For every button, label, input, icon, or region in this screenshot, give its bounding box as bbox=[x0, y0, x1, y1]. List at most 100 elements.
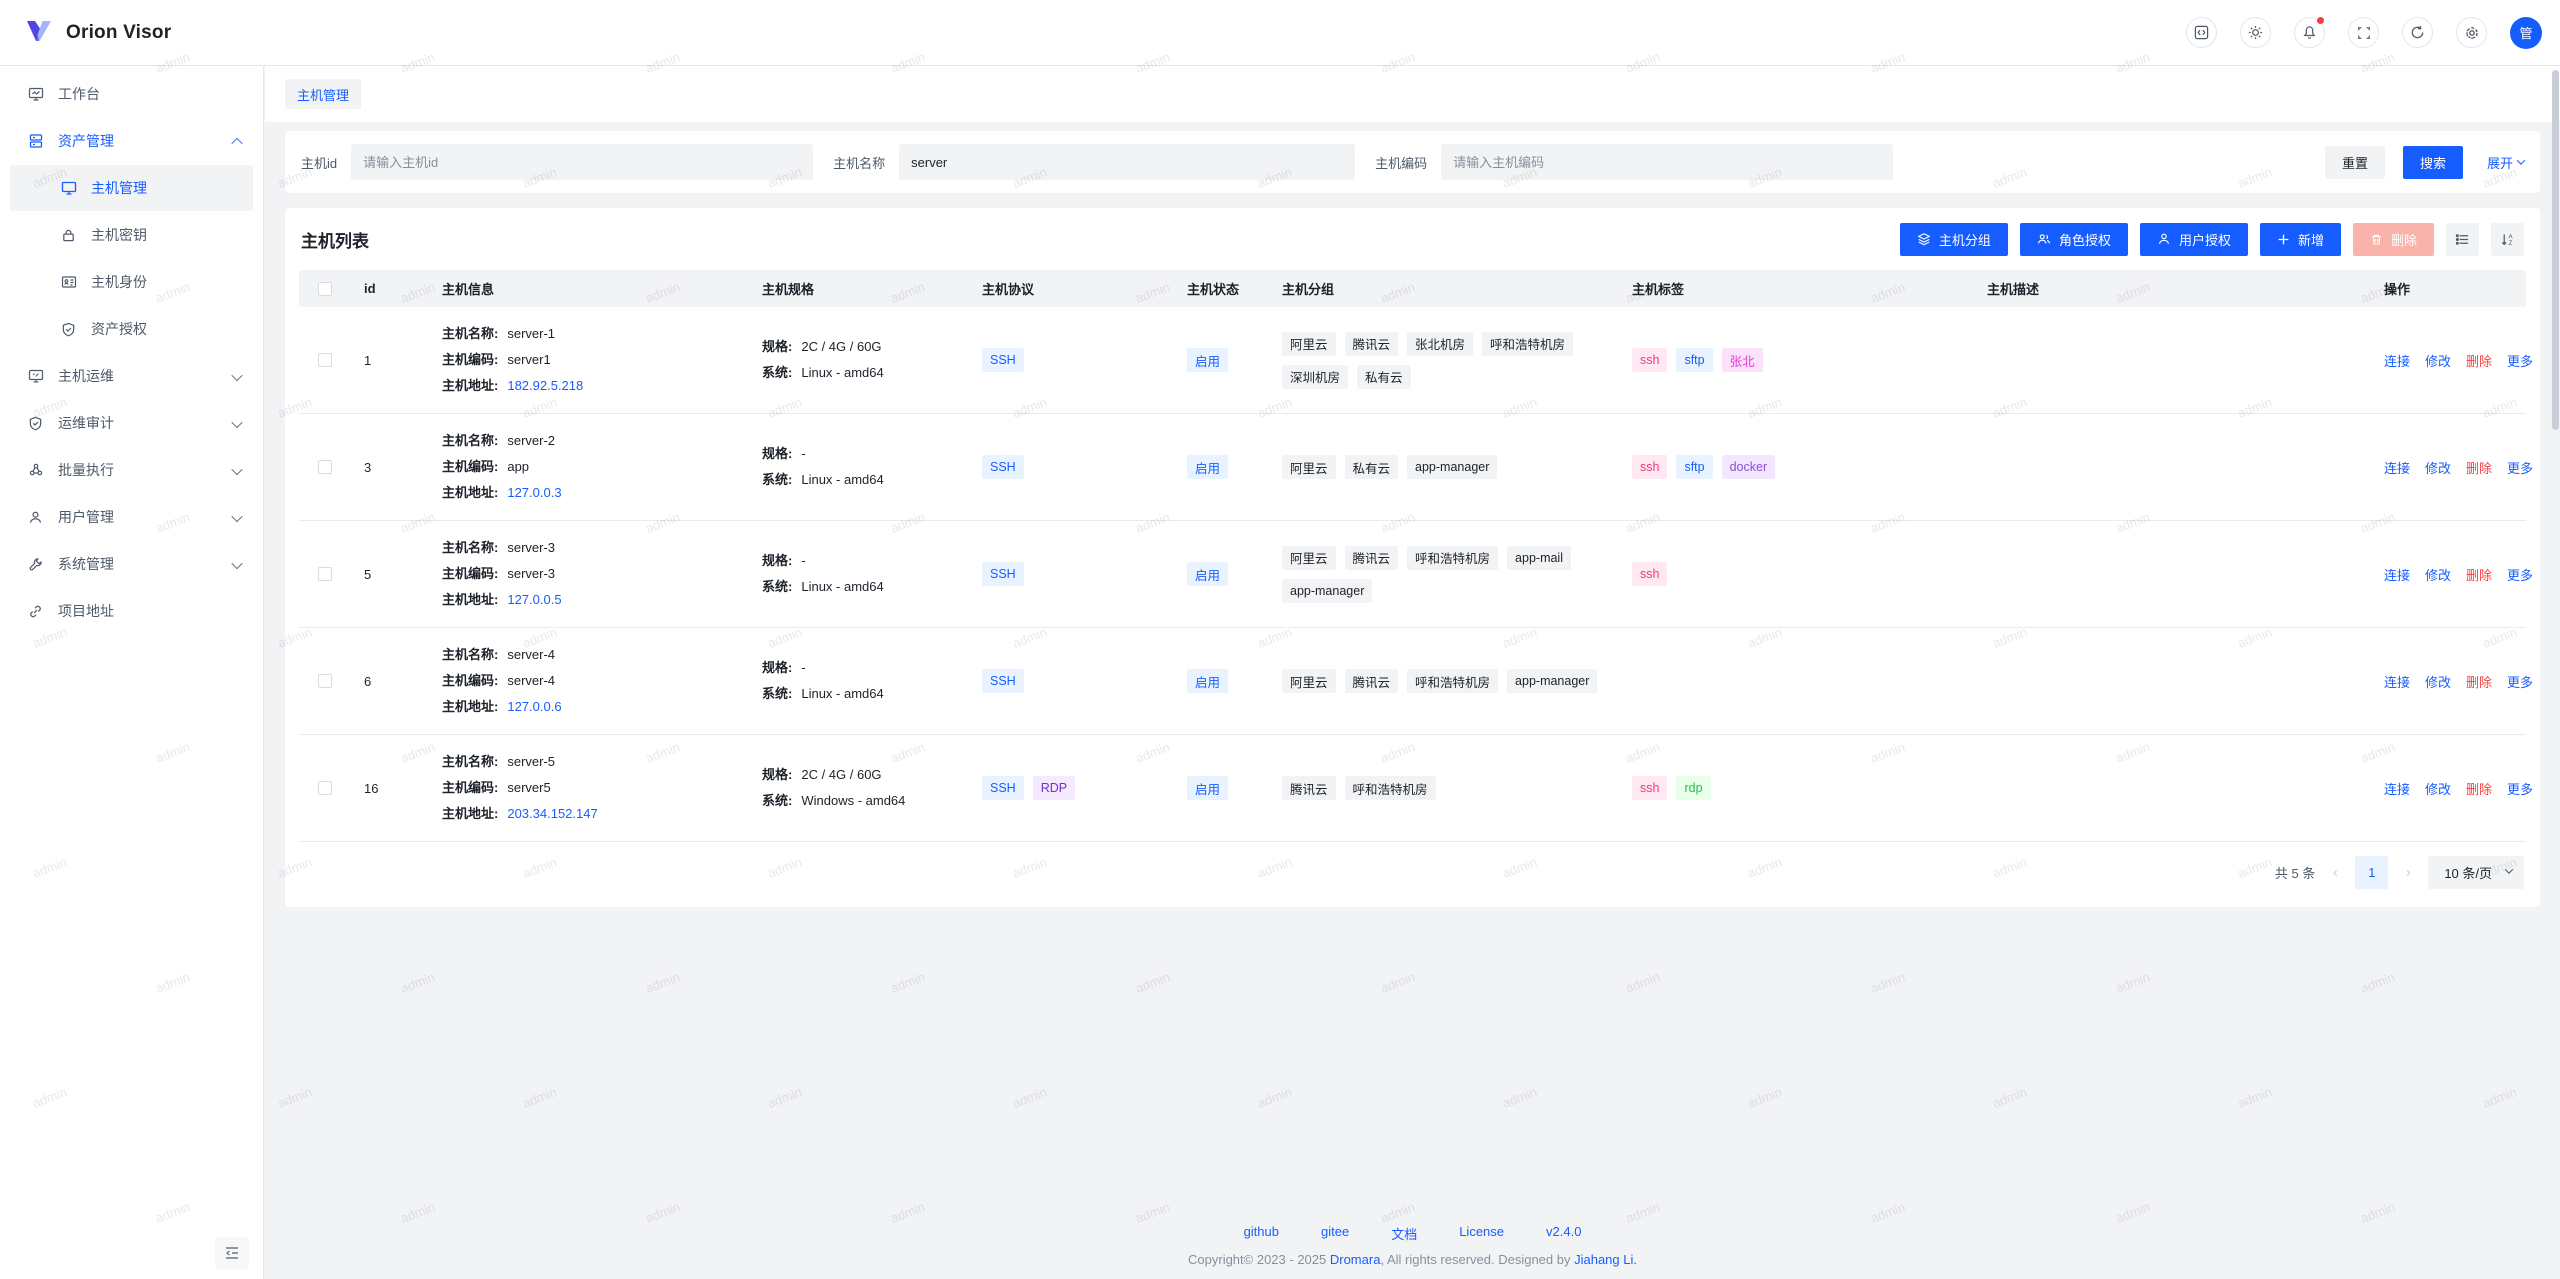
tag: 腾讯云 bbox=[1344, 545, 1399, 570]
action-link[interactable]: 连接 bbox=[2384, 674, 2411, 690]
sidebar-item-host-keys[interactable]: 主机密钥 bbox=[10, 212, 253, 258]
theme-icon[interactable] bbox=[2240, 17, 2271, 48]
avatar[interactable]: 管 bbox=[2510, 16, 2542, 49]
docs-link[interactable]: 文档 bbox=[1391, 1227, 1418, 1242]
sidebar-item-assets[interactable]: 资产管理 bbox=[10, 118, 253, 164]
search-button[interactable]: 搜索 bbox=[2402, 145, 2463, 179]
sidebar-item-host-identity[interactable]: 主机身份 bbox=[10, 259, 253, 305]
row-checkbox[interactable] bbox=[299, 674, 354, 688]
action-link[interactable]: 修改 bbox=[2425, 674, 2452, 690]
column-settings-icon[interactable] bbox=[2446, 222, 2479, 256]
reset-button[interactable]: 重置 bbox=[2324, 145, 2385, 179]
sidebar-item-host-ops[interactable]: 主机运维 bbox=[10, 353, 253, 399]
user-grant-button[interactable]: 用户授权 bbox=[2139, 222, 2248, 256]
shield-check-icon bbox=[60, 322, 77, 337]
table-toolbar: 主机分组 角色授权 用户授权 bbox=[1899, 222, 2524, 256]
sidebar-item-host-manage[interactable]: 主机管理 bbox=[10, 165, 253, 211]
action-link[interactable]: 连接 bbox=[2384, 567, 2411, 583]
action-link[interactable]: 连接 bbox=[2384, 353, 2411, 369]
tag: 私有云 bbox=[1344, 455, 1399, 479]
author-link[interactable]: Jiahang Li. bbox=[1574, 1252, 1637, 1267]
github-link[interactable]: github bbox=[1243, 1224, 1279, 1239]
action-link[interactable]: 更多 bbox=[2507, 353, 2534, 369]
tag: SSH bbox=[982, 669, 1024, 693]
sidebar-item-system-manage[interactable]: 系统管理 bbox=[10, 541, 253, 587]
settings-icon[interactable] bbox=[2456, 17, 2487, 48]
host-info-cell: 主机名称: server-2 主机编码: app 主机地址: 127.0.0.3 bbox=[434, 428, 754, 506]
role-grant-button[interactable]: 角色授权 bbox=[2019, 222, 2128, 256]
host-address-link[interactable]: 127.0.0.6 bbox=[507, 699, 562, 714]
action-delete[interactable]: 删除 bbox=[2466, 460, 2493, 476]
action-delete[interactable]: 删除 bbox=[2466, 353, 2493, 369]
sidebar-item-user-manage[interactable]: 用户管理 bbox=[10, 494, 253, 540]
sidebar-item-workbench[interactable]: 工作台 bbox=[10, 71, 253, 117]
action-link[interactable]: 更多 bbox=[2507, 460, 2534, 476]
sidebar-item-ops-audit[interactable]: 运维审计 bbox=[10, 400, 253, 446]
action-link[interactable]: 修改 bbox=[2425, 460, 2452, 476]
link-icon bbox=[27, 604, 44, 619]
page-size-select[interactable]: 10 条/页 bbox=[2428, 856, 2524, 889]
add-host-button[interactable]: 新增 bbox=[2259, 222, 2341, 256]
action-delete[interactable]: 删除 bbox=[2466, 674, 2493, 690]
page-number[interactable]: 1 bbox=[2355, 856, 2389, 889]
action-link[interactable]: 连接 bbox=[2384, 781, 2411, 797]
refresh-icon[interactable] bbox=[2402, 17, 2433, 48]
action-link[interactable]: 更多 bbox=[2507, 781, 2534, 797]
collapse-sidebar-icon[interactable] bbox=[215, 1237, 249, 1269]
prev-page-icon[interactable]: ‹ bbox=[2332, 864, 2338, 881]
action-link[interactable]: 连接 bbox=[2384, 460, 2411, 476]
tag: ssh bbox=[1632, 455, 1668, 479]
expand-link[interactable]: 展开 bbox=[2487, 153, 2526, 172]
notifications-icon[interactable] bbox=[2294, 16, 2325, 48]
host-groups-cell: 阿里云 腾讯云 呼和浩特机房 app-manager bbox=[1274, 669, 1624, 693]
search-field-host-name: 主机名称 bbox=[833, 144, 1356, 180]
action-link[interactable]: 更多 bbox=[2507, 674, 2534, 690]
action-link[interactable]: 更多 bbox=[2507, 567, 2534, 583]
user-icon bbox=[2159, 233, 2169, 244]
version-link[interactable]: v2.4.0 bbox=[1546, 1224, 1582, 1239]
action-link[interactable]: 修改 bbox=[2425, 353, 2452, 369]
host-id-input[interactable] bbox=[351, 144, 814, 180]
host-monitor-icon bbox=[60, 180, 77, 196]
host-tags-cell: ssh rdp bbox=[1624, 776, 1979, 800]
tag: 腾讯云 bbox=[1282, 776, 1336, 800]
gitee-link[interactable]: gitee bbox=[1320, 1224, 1350, 1239]
host-groups-cell: 阿里云 私有云 app-manager bbox=[1274, 455, 1624, 479]
dromara-link[interactable]: Dromara bbox=[1329, 1252, 1381, 1267]
id-card-icon bbox=[60, 274, 77, 290]
sort-icon[interactable]: A Z bbox=[2491, 222, 2524, 256]
host-address-link[interactable]: 182.92.5.218 bbox=[507, 378, 584, 393]
sidebar-item-asset-grant[interactable]: 资产授权 bbox=[10, 306, 253, 352]
host-address-link[interactable]: 203.34.152.147 bbox=[507, 806, 598, 821]
tab-host-manage[interactable]: 主机管理 bbox=[285, 79, 362, 109]
sidebar-item-batch-exec[interactable]: 批量执行 bbox=[10, 447, 253, 493]
row-checkbox[interactable] bbox=[299, 460, 354, 474]
host-tags-cell: ssh sftp 张北 bbox=[1624, 348, 1979, 372]
select-all-checkbox[interactable] bbox=[299, 281, 354, 296]
tag: SSH bbox=[982, 348, 1024, 372]
host-address-link[interactable]: 127.0.0.3 bbox=[507, 485, 562, 500]
code-icon[interactable] bbox=[2186, 17, 2217, 48]
host-status-cell: 启用 bbox=[1179, 776, 1274, 800]
row-checkbox[interactable] bbox=[299, 567, 354, 581]
host-address-link[interactable]: 127.0.0.5 bbox=[507, 592, 562, 607]
delete-button[interactable]: 删除 bbox=[2352, 222, 2434, 256]
sidebar-item-project-url[interactable]: 项目地址 bbox=[10, 588, 253, 634]
col-host-info: 主机信息 bbox=[442, 282, 495, 297]
license-link[interactable]: License bbox=[1459, 1224, 1505, 1239]
host-name-input[interactable] bbox=[899, 144, 1356, 180]
action-delete[interactable]: 删除 bbox=[2466, 781, 2493, 797]
action-link[interactable]: 修改 bbox=[2425, 781, 2452, 797]
action-link[interactable]: 修改 bbox=[2425, 567, 2452, 583]
tag: 腾讯云 bbox=[1344, 669, 1399, 693]
brand: Orion Visor bbox=[24, 16, 171, 49]
host-code-input[interactable] bbox=[1441, 144, 1894, 180]
row-checkbox[interactable] bbox=[299, 353, 354, 367]
scrollbar-thumb[interactable] bbox=[2552, 70, 2559, 430]
plus-icon bbox=[2278, 234, 2289, 244]
action-delete[interactable]: 删除 bbox=[2466, 567, 2493, 583]
next-page-icon[interactable]: › bbox=[2405, 864, 2411, 881]
fullscreen-icon[interactable] bbox=[2348, 17, 2379, 48]
host-group-button[interactable]: 主机分组 bbox=[1899, 222, 2008, 256]
row-checkbox[interactable] bbox=[299, 781, 354, 795]
